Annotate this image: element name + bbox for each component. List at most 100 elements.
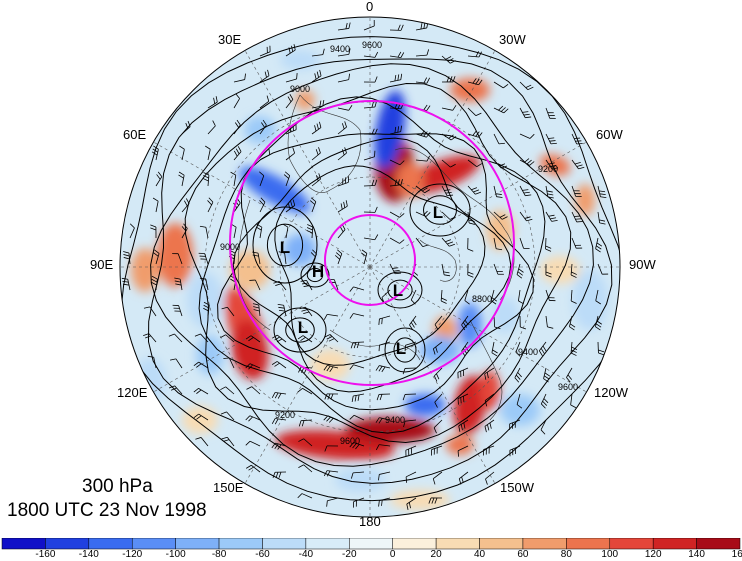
wind-barb-257 — [430, 445, 443, 456]
wind-barb-37 — [519, 107, 532, 119]
wind-barb-137 — [389, 263, 402, 275]
wind-barb-1 — [363, 20, 375, 31]
wind-barb-100 — [415, 210, 431, 217]
wind-barb-153 — [300, 280, 313, 291]
wind-barb-2 — [389, 24, 404, 31]
wind-barb-59 — [259, 148, 271, 161]
wind-barb-76 — [259, 171, 265, 187]
wind-barb-13 — [233, 73, 246, 83]
wind-barb-61 — [311, 147, 321, 161]
wind-barb-218 — [168, 385, 183, 395]
pressure-center-h-2: H — [312, 262, 324, 281]
map-boundary — [119, 16, 621, 518]
wind-barb-196 — [491, 341, 498, 357]
wind-barb-243 — [433, 419, 443, 434]
wind-barb-53 — [545, 133, 557, 145]
height-contour-1 — [147, 58, 613, 484]
wind-barb-19 — [389, 73, 403, 83]
wind-barb-57 — [204, 145, 211, 161]
wind-barb-50 — [467, 130, 483, 138]
wind-barb-49 — [441, 133, 457, 141]
wind-barb-203 — [193, 361, 209, 369]
height-contour-6 — [232, 137, 512, 393]
wind-barb-70 — [545, 159, 559, 170]
wind-barb-263 — [298, 464, 313, 473]
contour-label-10: 9000 — [220, 242, 240, 252]
colorbar-swatch-3 — [131, 538, 176, 550]
wind-barb-0 — [337, 22, 351, 31]
wind-barb-66 — [441, 159, 456, 168]
wind-barb-91 — [181, 198, 190, 213]
wind-barb-133 — [278, 251, 287, 265]
height-contours — [120, 36, 620, 502]
wind-barb-80 — [363, 179, 378, 187]
wind-barb-89 — [597, 185, 607, 198]
wind-barb-177 — [461, 315, 469, 331]
wind-barb-273 — [353, 497, 365, 508]
wind-barb-242 — [403, 419, 417, 428]
closed-contour-inner-1 — [285, 317, 315, 343]
wind-barb-143 — [545, 263, 552, 278]
contour-label-group: 9400 9600 9000 9200 9400 9600 9200 8800 9400 9600… — [220, 40, 578, 446]
wind-barb-125 — [571, 237, 583, 249]
wind-barb-219 — [193, 388, 209, 395]
wind-barb-82 — [415, 185, 431, 194]
wind-barb-30 — [337, 105, 353, 111]
wind-barb-239 — [323, 415, 339, 423]
wind-barb-211 — [402, 367, 417, 375]
wind-barb-163 — [570, 289, 577, 304]
wind-barb-25 — [207, 96, 218, 109]
colorbar-swatch-6 — [262, 538, 307, 550]
contour-label-2: 9000 — [290, 84, 310, 94]
wind-barb-265 — [350, 471, 365, 479]
wind-barb-260 — [509, 445, 521, 457]
wind-barb-220 — [220, 386, 235, 395]
closed-contour-inner-0 — [266, 223, 304, 267]
contour-label-7: 8800 — [472, 294, 492, 304]
wind-barb-231 — [516, 393, 523, 409]
wind-barb-166 — [172, 304, 183, 317]
wind-barb-10 — [415, 49, 430, 57]
wind-barb-44 — [311, 121, 322, 135]
colorbar-swatch-1 — [45, 538, 90, 550]
wind-barb-104 — [519, 211, 533, 222]
wind-barb-183 — [143, 333, 157, 343]
colorbar-tick-12: 80 — [560, 549, 572, 560]
colorbar-tick-11: 60 — [517, 549, 529, 560]
pressure-center-l-5: L — [396, 339, 406, 358]
closed-contour-inner-5 — [306, 267, 324, 283]
wind-barb-276 — [428, 497, 443, 504]
wind-barb-270 — [485, 471, 495, 485]
wind-barb-90 — [152, 197, 159, 213]
wind-barb-23 — [493, 81, 509, 89]
wind-barb-38 — [545, 107, 556, 119]
wind-barb-152 — [273, 281, 287, 291]
contour-label-5: 9600 — [340, 436, 360, 446]
wind-barb-75 — [230, 171, 237, 187]
wind-barb-179 — [519, 315, 527, 330]
closed-contour-5 — [300, 262, 330, 288]
height-contour-5 — [217, 133, 534, 411]
wind-barb-157 — [410, 289, 417, 305]
wind-barb-6 — [311, 48, 325, 57]
wind-barb-12 — [467, 51, 482, 58]
wind-barb-235 — [220, 411, 235, 421]
lon-label-30w: 30W — [499, 32, 526, 47]
wind-barb-99 — [389, 211, 405, 218]
wind-barb-271 — [297, 493, 313, 499]
wind-barb-87 — [545, 185, 554, 199]
wind-barb-185 — [194, 333, 209, 343]
lon-label-60w: 60W — [596, 127, 623, 142]
wind-barb-144 — [570, 263, 577, 278]
wind-barb-17 — [337, 73, 350, 83]
wind-barb-162 — [545, 289, 556, 302]
wind-barb-259 — [482, 445, 495, 456]
colorbar-tick-16: 160 — [731, 549, 742, 560]
wind-barb-275 — [406, 497, 417, 510]
colorbar-tick-4: -80 — [211, 549, 227, 560]
wind-barb-115 — [306, 224, 314, 239]
wind-barb-241 — [375, 417, 391, 424]
wind-barb-176 — [434, 315, 443, 330]
colorbar — [1, 538, 741, 550]
wind-barb-159 — [464, 289, 470, 305]
